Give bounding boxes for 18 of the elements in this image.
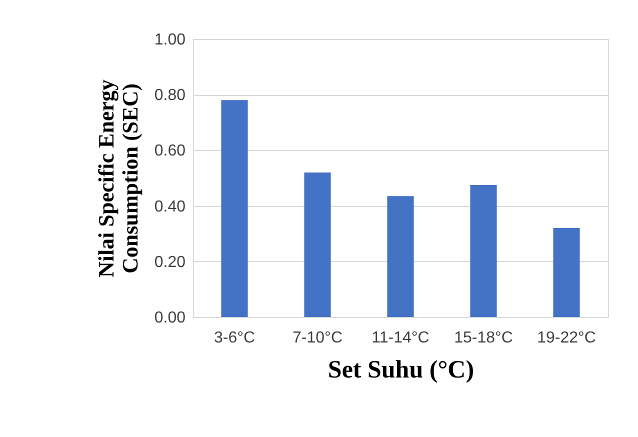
y-tick-label: 0.20	[154, 254, 186, 271]
y-tick-label: 0.40	[154, 198, 186, 216]
y-tick-label: 1.00	[154, 32, 186, 48]
x-tick-label: 19-22°C	[537, 330, 596, 346]
bar	[221, 100, 248, 317]
bar	[304, 172, 331, 317]
bar	[470, 184, 497, 317]
x-tick-label: 11-14°C	[372, 330, 430, 346]
bar	[387, 196, 414, 317]
y-tick-label: 0.60	[154, 142, 186, 160]
x-axis-title: Set Suhu (°C)	[328, 356, 474, 384]
x-tick-label: 3-6°C	[214, 330, 256, 346]
y-axis-title: Nilai Specific Energy Consumption (SEC)	[93, 80, 142, 278]
x-tick-label: 7-10°C	[292, 330, 342, 346]
y-tick-label: 0.00	[154, 310, 186, 326]
bar	[553, 228, 580, 317]
x-tick-label: 15-18°C	[454, 330, 513, 346]
y-tick-label: 0.80	[154, 87, 186, 104]
